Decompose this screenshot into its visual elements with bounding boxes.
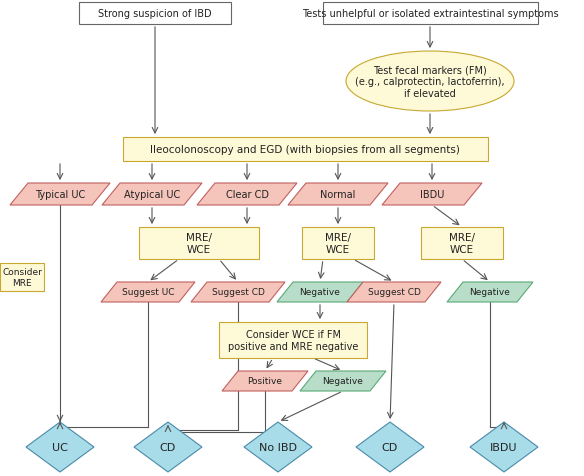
Text: Negative: Negative [322, 377, 363, 386]
Text: CD: CD [160, 442, 176, 452]
Polygon shape [300, 371, 386, 391]
Text: IBDU: IBDU [490, 442, 518, 452]
Text: MRE/
WCE: MRE/ WCE [325, 233, 351, 254]
FancyBboxPatch shape [79, 3, 231, 25]
Text: Suggest CD: Suggest CD [367, 288, 420, 297]
Text: Ileocolonoscopy and EGD (with biopsies from all segments): Ileocolonoscopy and EGD (with biopsies f… [150, 145, 460, 155]
Text: CD: CD [382, 442, 398, 452]
FancyBboxPatch shape [302, 228, 374, 259]
Polygon shape [470, 422, 538, 472]
Text: Tests unhelpful or isolated extraintestinal symptoms: Tests unhelpful or isolated extraintesti… [302, 9, 558, 19]
Polygon shape [288, 184, 388, 206]
Text: Positive: Positive [248, 377, 283, 386]
FancyBboxPatch shape [123, 138, 488, 162]
Text: MRE/
WCE: MRE/ WCE [186, 233, 212, 254]
Text: UC: UC [52, 442, 68, 452]
Text: Strong suspicion of IBD: Strong suspicion of IBD [98, 9, 212, 19]
Polygon shape [134, 422, 202, 472]
Text: Consider WCE if FM
positive and MRE negative: Consider WCE if FM positive and MRE nega… [228, 329, 358, 351]
Polygon shape [356, 422, 424, 472]
Text: Suggest CD: Suggest CD [211, 288, 265, 297]
Polygon shape [244, 422, 312, 472]
FancyBboxPatch shape [0, 263, 44, 291]
Polygon shape [26, 422, 94, 472]
Polygon shape [382, 184, 482, 206]
FancyBboxPatch shape [139, 228, 259, 259]
Polygon shape [101, 282, 195, 302]
Polygon shape [197, 184, 297, 206]
Polygon shape [191, 282, 285, 302]
Ellipse shape [346, 52, 514, 112]
FancyBboxPatch shape [219, 322, 367, 358]
Polygon shape [222, 371, 308, 391]
Text: Clear CD: Clear CD [225, 189, 269, 199]
Text: Suggest UC: Suggest UC [121, 288, 174, 297]
Text: IBDU: IBDU [420, 189, 444, 199]
Polygon shape [277, 282, 363, 302]
Text: MRE/
WCE: MRE/ WCE [449, 233, 475, 254]
Polygon shape [447, 282, 533, 302]
Text: Negative: Negative [470, 288, 510, 297]
Text: No IBD: No IBD [259, 442, 297, 452]
Text: Consider
MRE: Consider MRE [2, 268, 42, 287]
Polygon shape [347, 282, 441, 302]
Text: Normal: Normal [320, 189, 356, 199]
Polygon shape [102, 184, 202, 206]
Text: Atypical UC: Atypical UC [124, 189, 180, 199]
FancyBboxPatch shape [322, 3, 537, 25]
FancyBboxPatch shape [421, 228, 503, 259]
Polygon shape [10, 184, 110, 206]
Text: Negative: Negative [300, 288, 340, 297]
Text: Test fecal markers (FM)
(e.g., calprotectin, lactoferrin),
if elevated: Test fecal markers (FM) (e.g., calprotec… [355, 65, 505, 99]
Text: Typical UC: Typical UC [35, 189, 85, 199]
